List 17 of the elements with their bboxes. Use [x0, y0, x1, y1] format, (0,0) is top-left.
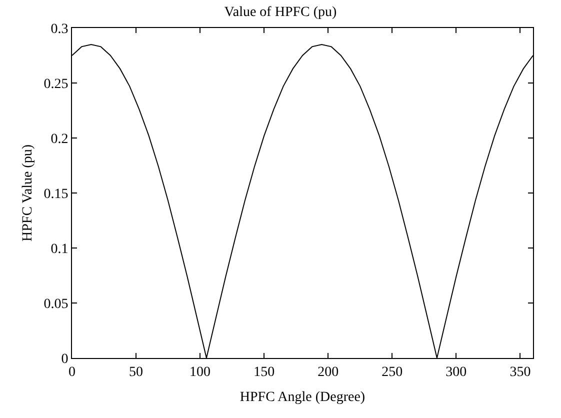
- x-axis-title: HPFC Angle (Degree): [240, 390, 366, 406]
- y-tick-label: 0: [61, 352, 68, 367]
- y-tick-label: 0.05: [44, 296, 68, 312]
- x-tick-label: 300: [446, 364, 467, 380]
- y-tick-label: 0.3: [50, 22, 68, 37]
- y-axis-title: HPFC Value (pu): [20, 144, 36, 242]
- x-tick-label: 350: [510, 364, 531, 380]
- x-tick-label: 50: [129, 364, 144, 380]
- x-tick-label: 150: [254, 364, 275, 380]
- chart-title: Value of HPFC (pu): [224, 5, 338, 20]
- y-tick-label: 0.15: [44, 186, 68, 202]
- y-tick-label: 0.2: [50, 132, 68, 147]
- y-tick-label: 0.25: [44, 76, 68, 92]
- x-tick-label: 250: [382, 364, 403, 380]
- x-tick-label: 200: [318, 364, 339, 380]
- x-tick-label: 100: [190, 364, 211, 380]
- y-tick-label: 0.1: [50, 242, 68, 257]
